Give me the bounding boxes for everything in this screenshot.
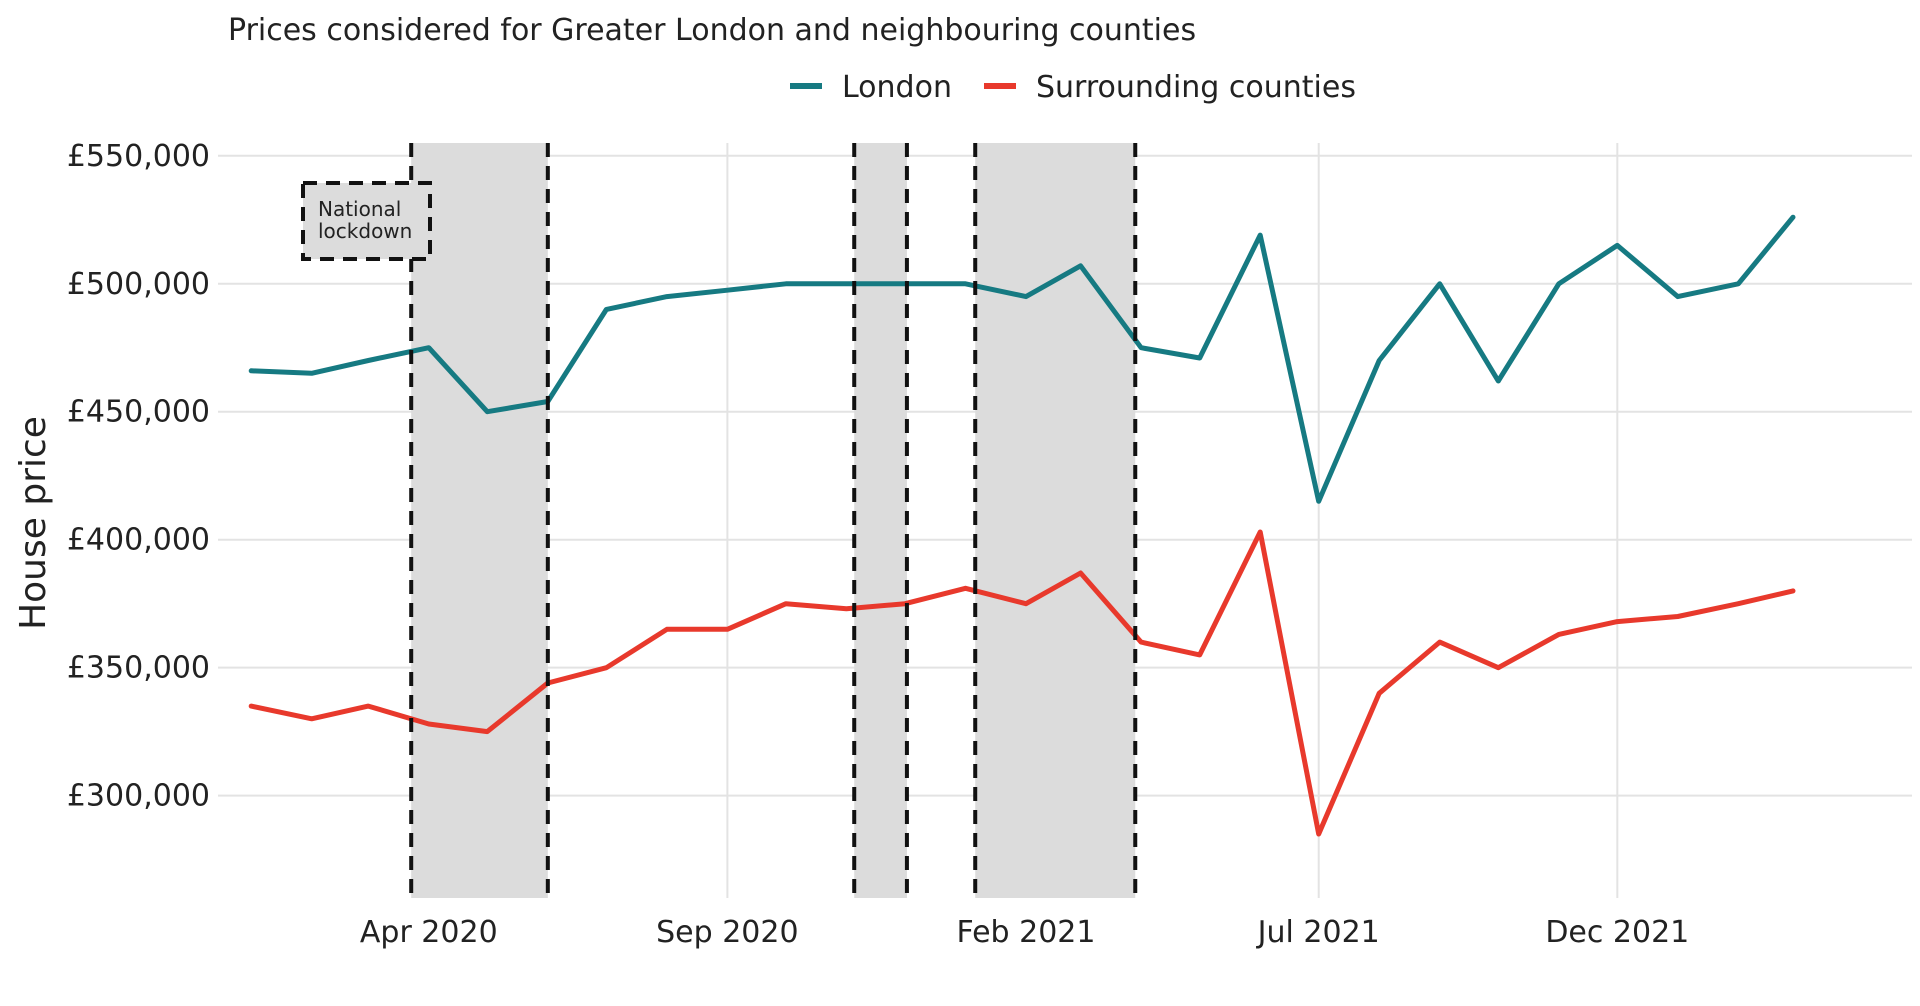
series-line-london	[248, 214, 1796, 504]
lockdown-band-2	[854, 143, 907, 898]
lockdown-legend-text-line-1: National	[318, 197, 401, 221]
x-tick-label-feb-2021: Feb 2021	[956, 915, 1095, 950]
lockdown-band-3	[975, 143, 1136, 898]
legend-label-surrounding-counties: Surrounding counties	[1036, 70, 1356, 105]
y-tick-label-450000: £450,000	[67, 395, 210, 430]
x-tick-label-dec-2021: Dec 2021	[1545, 915, 1689, 950]
y-tick-label-400000: £400,000	[67, 523, 210, 558]
lockdown-band-1	[411, 143, 548, 898]
chart-subtitle: Prices considered for Greater London and…	[228, 13, 1196, 48]
lockdown-legend-annotation: National lockdown	[301, 181, 432, 261]
lockdown-legend-text-line-2: lockdown	[318, 219, 412, 243]
y-tick-label-300000: £300,000	[67, 779, 210, 814]
lockdown-bands	[411, 143, 1136, 898]
lockdown-legend-box	[301, 181, 432, 261]
y-axis-ticks: £300,000 £350,000 £400,000 £450,000 £500,000…	[67, 139, 210, 814]
x-axis-ticks: Apr 2020 Sep 2020 Feb 2021 Jul 2021 Dec 2021	[360, 915, 1689, 950]
x-tick-label-sep-2020: Sep 2020	[656, 915, 798, 950]
x-tick-label-jul-2021: Jul 2021	[1256, 915, 1380, 950]
legend-label-london: London	[842, 70, 952, 105]
series-layer	[248, 214, 1796, 837]
y-tick-label-550000: £550,000	[67, 139, 210, 174]
lockdown-edges	[409, 143, 1138, 898]
y-axis-title: House price	[13, 416, 54, 630]
y-tick-label-500000: £500,000	[67, 267, 210, 302]
x-tick-label-apr-2020: Apr 2020	[360, 915, 498, 950]
legend: London Surrounding counties	[790, 70, 1356, 105]
series-line-surrounding-counties	[248, 529, 1796, 837]
y-tick-label-350000: £350,000	[67, 651, 210, 686]
